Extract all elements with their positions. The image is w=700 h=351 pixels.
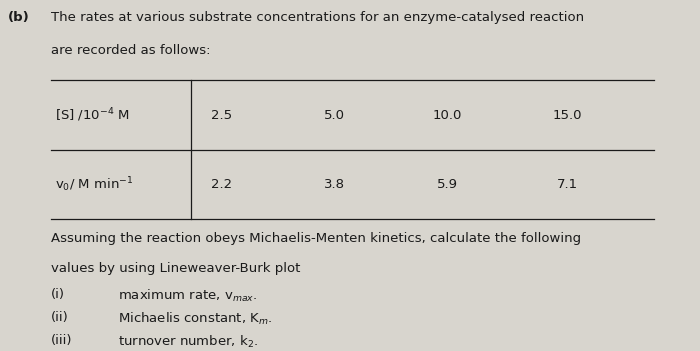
Text: 7.1: 7.1 [556,178,578,191]
Text: Michaelis constant, K$_m$.: Michaelis constant, K$_m$. [118,311,272,327]
Text: 2.5: 2.5 [211,108,232,121]
Text: 5.9: 5.9 [437,178,458,191]
Text: (b): (b) [8,11,30,24]
Text: 15.0: 15.0 [553,108,582,121]
Text: (iii): (iii) [51,334,73,347]
Text: 10.0: 10.0 [433,108,462,121]
Text: values by using Lineweaver-Burk plot: values by using Lineweaver-Burk plot [51,261,301,274]
Text: [S] /10$^{-4}$ M: [S] /10$^{-4}$ M [55,106,130,124]
Text: turnover number, k$_2$.: turnover number, k$_2$. [118,334,258,350]
Text: 3.8: 3.8 [324,178,345,191]
Text: (ii): (ii) [51,311,69,324]
Text: maximum rate, v$_{max}$.: maximum rate, v$_{max}$. [118,288,258,304]
Text: Assuming the reaction obeys Michaelis-Menten kinetics, calculate the following: Assuming the reaction obeys Michaelis-Me… [51,232,582,245]
Text: 5.0: 5.0 [324,108,345,121]
Text: 2.2: 2.2 [211,178,232,191]
Text: (i): (i) [51,288,65,301]
Text: are recorded as follows:: are recorded as follows: [51,44,211,57]
Text: The rates at various substrate concentrations for an enzyme-catalysed reaction: The rates at various substrate concentra… [51,11,584,24]
Text: v$_0$/ M min$^{-1}$: v$_0$/ M min$^{-1}$ [55,175,133,193]
